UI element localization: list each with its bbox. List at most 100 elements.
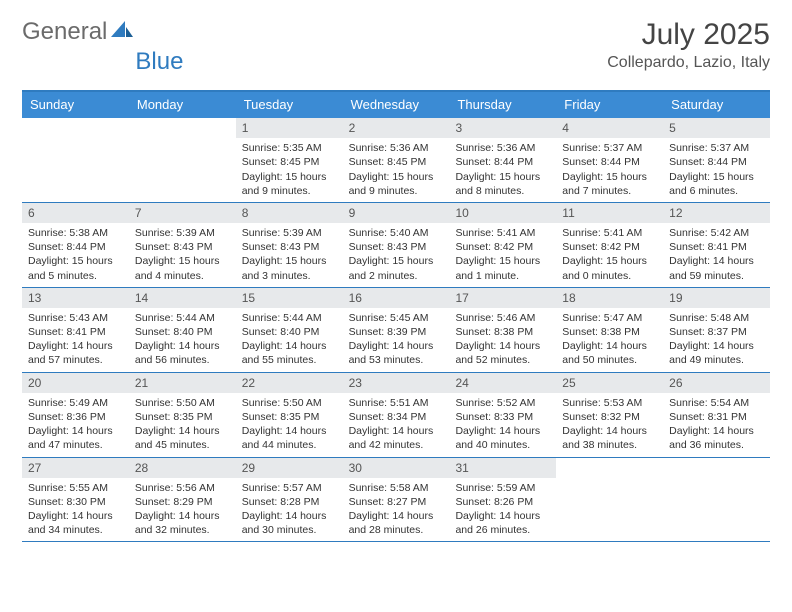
- sunset-text: Sunset: 8:44 PM: [562, 155, 657, 169]
- daylight-text: Daylight: 14 hours and 55 minutes.: [242, 339, 337, 367]
- day-cell: 20Sunrise: 5:49 AMSunset: 8:36 PMDayligh…: [22, 373, 129, 457]
- sunset-text: Sunset: 8:29 PM: [135, 495, 230, 509]
- day-header: Friday: [556, 92, 663, 118]
- sunset-text: Sunset: 8:41 PM: [669, 240, 764, 254]
- day-number: 13: [22, 288, 129, 308]
- title-block: July 2025 Collepardo, Lazio, Italy: [607, 18, 770, 72]
- sunset-text: Sunset: 8:43 PM: [242, 240, 337, 254]
- day-cell: 18Sunrise: 5:47 AMSunset: 8:38 PMDayligh…: [556, 288, 663, 372]
- sunrise-text: Sunrise: 5:37 AM: [669, 141, 764, 155]
- sunrise-text: Sunrise: 5:41 AM: [562, 226, 657, 240]
- sunrise-text: Sunrise: 5:49 AM: [28, 396, 123, 410]
- daylight-text: Daylight: 14 hours and 38 minutes.: [562, 424, 657, 452]
- day-cell: 28Sunrise: 5:56 AMSunset: 8:29 PMDayligh…: [129, 458, 236, 542]
- day-number: 1: [236, 118, 343, 138]
- day-cell: 8Sunrise: 5:39 AMSunset: 8:43 PMDaylight…: [236, 203, 343, 287]
- sunrise-text: Sunrise: 5:52 AM: [455, 396, 550, 410]
- sunset-text: Sunset: 8:30 PM: [28, 495, 123, 509]
- day-number: 12: [663, 203, 770, 223]
- sunset-text: Sunset: 8:43 PM: [349, 240, 444, 254]
- sunset-text: Sunset: 8:42 PM: [562, 240, 657, 254]
- sunset-text: Sunset: 8:44 PM: [455, 155, 550, 169]
- sunrise-text: Sunrise: 5:59 AM: [455, 481, 550, 495]
- daylight-text: Daylight: 15 hours and 2 minutes.: [349, 254, 444, 282]
- day-number: 7: [129, 203, 236, 223]
- sunset-text: Sunset: 8:37 PM: [669, 325, 764, 339]
- sunset-text: Sunset: 8:33 PM: [455, 410, 550, 424]
- month-title: July 2025: [607, 18, 770, 52]
- sunset-text: Sunset: 8:41 PM: [28, 325, 123, 339]
- sunrise-text: Sunrise: 5:56 AM: [135, 481, 230, 495]
- day-number: 23: [343, 373, 450, 393]
- sunset-text: Sunset: 8:45 PM: [242, 155, 337, 169]
- weeks-container: 1 Sunrise: 5:35 AMSunset: 8:45 PM Daylight…: [22, 118, 770, 542]
- day-number: 30: [343, 458, 450, 478]
- day-number: 18: [556, 288, 663, 308]
- week-row: 20Sunrise: 5:49 AMSunset: 8:36 PMDayligh…: [22, 373, 770, 458]
- day-number: 8: [236, 203, 343, 223]
- day-cell: [663, 458, 770, 542]
- day-cell: 19 Sunrise: 5:48 AMSunset: 8:37 PMDayligh…: [663, 288, 770, 372]
- day-cell: 14Sunrise: 5:44 AMSunset: 8:40 PMDayligh…: [129, 288, 236, 372]
- sunrise-text: Sunrise: 5:39 AM: [135, 226, 230, 240]
- day-cell: 1Sunrise: 5:35 AMSunset: 8:45 PMDaylight…: [236, 118, 343, 202]
- day-number: 11: [556, 203, 663, 223]
- day-header: Sunday: [22, 92, 129, 118]
- daylight-text: Daylight: 14 hours and 26 minutes.: [455, 509, 550, 537]
- sunrise-text: Sunrise: 5:46 AM: [455, 311, 550, 325]
- sunrise-text: Sunrise: 5:55 AM: [28, 481, 123, 495]
- sunset-text: Sunset: 8:44 PM: [28, 240, 123, 254]
- day-cell: 21Sunrise: 5:50 AMSunset: 8:35 PMDayligh…: [129, 373, 236, 457]
- sunrise-text: Sunrise: 5:48 AM: [669, 311, 764, 325]
- sunrise-text: Sunrise: 5:35 AM: [242, 141, 337, 155]
- day-cell: 27Sunrise: 5:55 AMSunset: 8:30 PMDayligh…: [22, 458, 129, 542]
- sunset-text: Sunset: 8:28 PM: [242, 495, 337, 509]
- day-cell: 31Sunrise: 5:59 AMSunset: 8:26 PMDayligh…: [449, 458, 556, 542]
- daylight-text: Daylight: 14 hours and 28 minutes.: [349, 509, 444, 537]
- day-number: 5: [663, 118, 770, 138]
- day-number: 24: [449, 373, 556, 393]
- daylight-text: Daylight: 14 hours and 45 minutes.: [135, 424, 230, 452]
- day-cell: 15Sunrise: 5:44 AMSunset: 8:40 PMDayligh…: [236, 288, 343, 372]
- daylight-text: Daylight: 14 hours and 52 minutes.: [455, 339, 550, 367]
- sunset-text: Sunset: 8:39 PM: [349, 325, 444, 339]
- sunset-text: Sunset: 8:35 PM: [135, 410, 230, 424]
- day-header: Saturday: [663, 92, 770, 118]
- day-number: 15: [236, 288, 343, 308]
- day-header: Tuesday: [236, 92, 343, 118]
- day-cell: 4Sunrise: 5:37 AMSunset: 8:44 PMDaylight…: [556, 118, 663, 202]
- sunrise-text: Sunrise: 5:51 AM: [349, 396, 444, 410]
- day-cell: 10Sunrise: 5:41 AMSunset: 8:42 PMDayligh…: [449, 203, 556, 287]
- sunrise-text: Sunrise: 5:45 AM: [349, 311, 444, 325]
- day-header: Wednesday: [343, 92, 450, 118]
- day-number: 26: [663, 373, 770, 393]
- sunrise-text: Sunrise: 5:36 AM: [349, 141, 444, 155]
- day-number: 4: [556, 118, 663, 138]
- sunrise-text: Sunrise: 5:42 AM: [669, 226, 764, 240]
- sunset-text: Sunset: 8:31 PM: [669, 410, 764, 424]
- daylight-text: Daylight: 14 hours and 49 minutes.: [669, 339, 764, 367]
- day-cell: 24Sunrise: 5:52 AMSunset: 8:33 PMDayligh…: [449, 373, 556, 457]
- sunrise-text: Sunrise: 5:43 AM: [28, 311, 123, 325]
- sunrise-text: Sunrise: 5:41 AM: [455, 226, 550, 240]
- sunset-text: Sunset: 8:27 PM: [349, 495, 444, 509]
- daylight-text: Daylight: 14 hours and 53 minutes.: [349, 339, 444, 367]
- sunrise-text: Sunrise: 5:44 AM: [135, 311, 230, 325]
- day-number: 21: [129, 373, 236, 393]
- day-number: 20: [22, 373, 129, 393]
- day-cell: 16Sunrise: 5:45 AMSunset: 8:39 PMDayligh…: [343, 288, 450, 372]
- day-cell: [556, 458, 663, 542]
- day-cell: 3Sunrise: 5:36 AMSunset: 8:44 PMDaylight…: [449, 118, 556, 202]
- day-cell: 26Sunrise: 5:54 AMSunset: 8:31 PMDayligh…: [663, 373, 770, 457]
- week-row: 6Sunrise: 5:38 AMSunset: 8:44 PMDaylight…: [22, 203, 770, 288]
- daylight-text: Daylight: 14 hours and 32 minutes.: [135, 509, 230, 537]
- daylight-text: Daylight: 14 hours and 44 minutes.: [242, 424, 337, 452]
- day-number: 10: [449, 203, 556, 223]
- daylight-text: Daylight: 14 hours and 34 minutes.: [28, 509, 123, 537]
- daylight-text: Daylight: 14 hours and 42 minutes.: [349, 424, 444, 452]
- day-number: 2: [343, 118, 450, 138]
- daylight-text: Daylight: 15 hours and 0 minutes.: [562, 254, 657, 282]
- daylight-text: Daylight: 14 hours and 50 minutes.: [562, 339, 657, 367]
- sunrise-text: Sunrise: 5:57 AM: [242, 481, 337, 495]
- day-number: 19: [663, 288, 770, 308]
